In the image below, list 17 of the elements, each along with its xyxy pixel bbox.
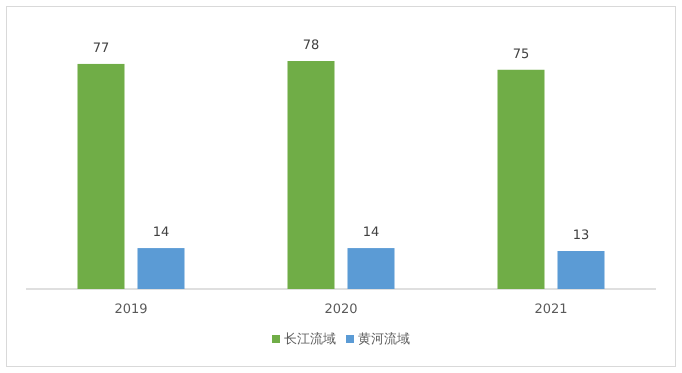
data-label: 75 [512, 46, 530, 62]
data-label: 78 [302, 38, 320, 53]
data-label: 14 [362, 225, 380, 240]
x-tick-label: 2020 [324, 302, 358, 317]
data-label: 13 [572, 228, 590, 243]
x-tick-label: 2021 [534, 302, 568, 317]
data-label: 14 [152, 225, 170, 240]
legend-label: 黄河流域 [358, 331, 410, 347]
bar [348, 248, 394, 289]
bar [288, 61, 334, 289]
bar [558, 251, 604, 289]
legend-label: 长江流域 [284, 331, 336, 347]
x-tick-label: 2019 [114, 302, 148, 317]
bar [498, 70, 544, 289]
bar [78, 64, 124, 289]
bar [138, 248, 184, 289]
data-label: 77 [92, 40, 110, 56]
